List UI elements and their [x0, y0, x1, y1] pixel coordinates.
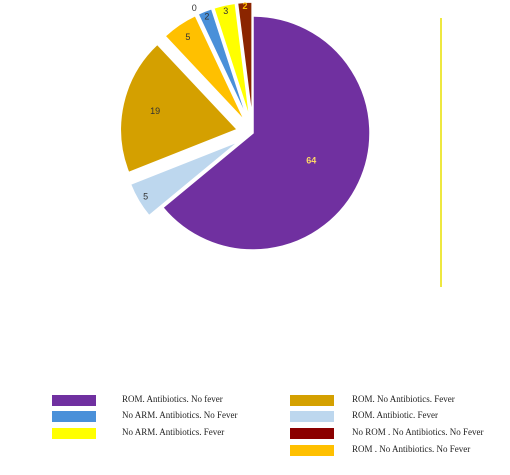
legend-swatch [290, 428, 334, 439]
legend-label: ROM. Antibiotics. No fever [122, 394, 223, 404]
slice-6-value-label: 3 [223, 6, 228, 16]
legend-swatch [290, 445, 334, 456]
slice-7-value-label: 2 [242, 1, 247, 11]
slice-6 [212, 2, 251, 120]
slice-5-value-label: 2 [204, 12, 209, 22]
slice-0 [161, 15, 371, 251]
legend-label: ROM. No Antibiotics. Fever [352, 394, 455, 404]
legend-swatch [52, 395, 96, 406]
legend-label: No ROM . No Antibiotics. No Fever [352, 427, 484, 437]
legend-swatch [290, 411, 334, 422]
legend-swatch [52, 411, 96, 422]
slice-0-value-label: 64 [306, 155, 316, 165]
slice-1 [129, 140, 240, 217]
slice-4-value-label: 0 [192, 3, 197, 13]
slice-3 [163, 14, 246, 122]
slice-2-value-label: 19 [150, 106, 160, 116]
slice-2 [119, 43, 239, 174]
legend-swatch [290, 395, 334, 406]
legend-label: No ARM. Antibiotics. Fever [122, 427, 225, 437]
legend-label: ROM . No Antibiotics. No Fever [352, 444, 471, 454]
legend-swatch [52, 428, 96, 439]
slice-7 [236, 1, 253, 120]
slice-5 [197, 7, 249, 121]
legend-label: ROM. Antibiotic. Fever [352, 410, 438, 420]
slice-3-value-label: 5 [185, 32, 190, 42]
legend-label: No ARM. Antibiotics. No Fever [122, 410, 238, 420]
slice-1-value-label: 5 [143, 192, 148, 202]
